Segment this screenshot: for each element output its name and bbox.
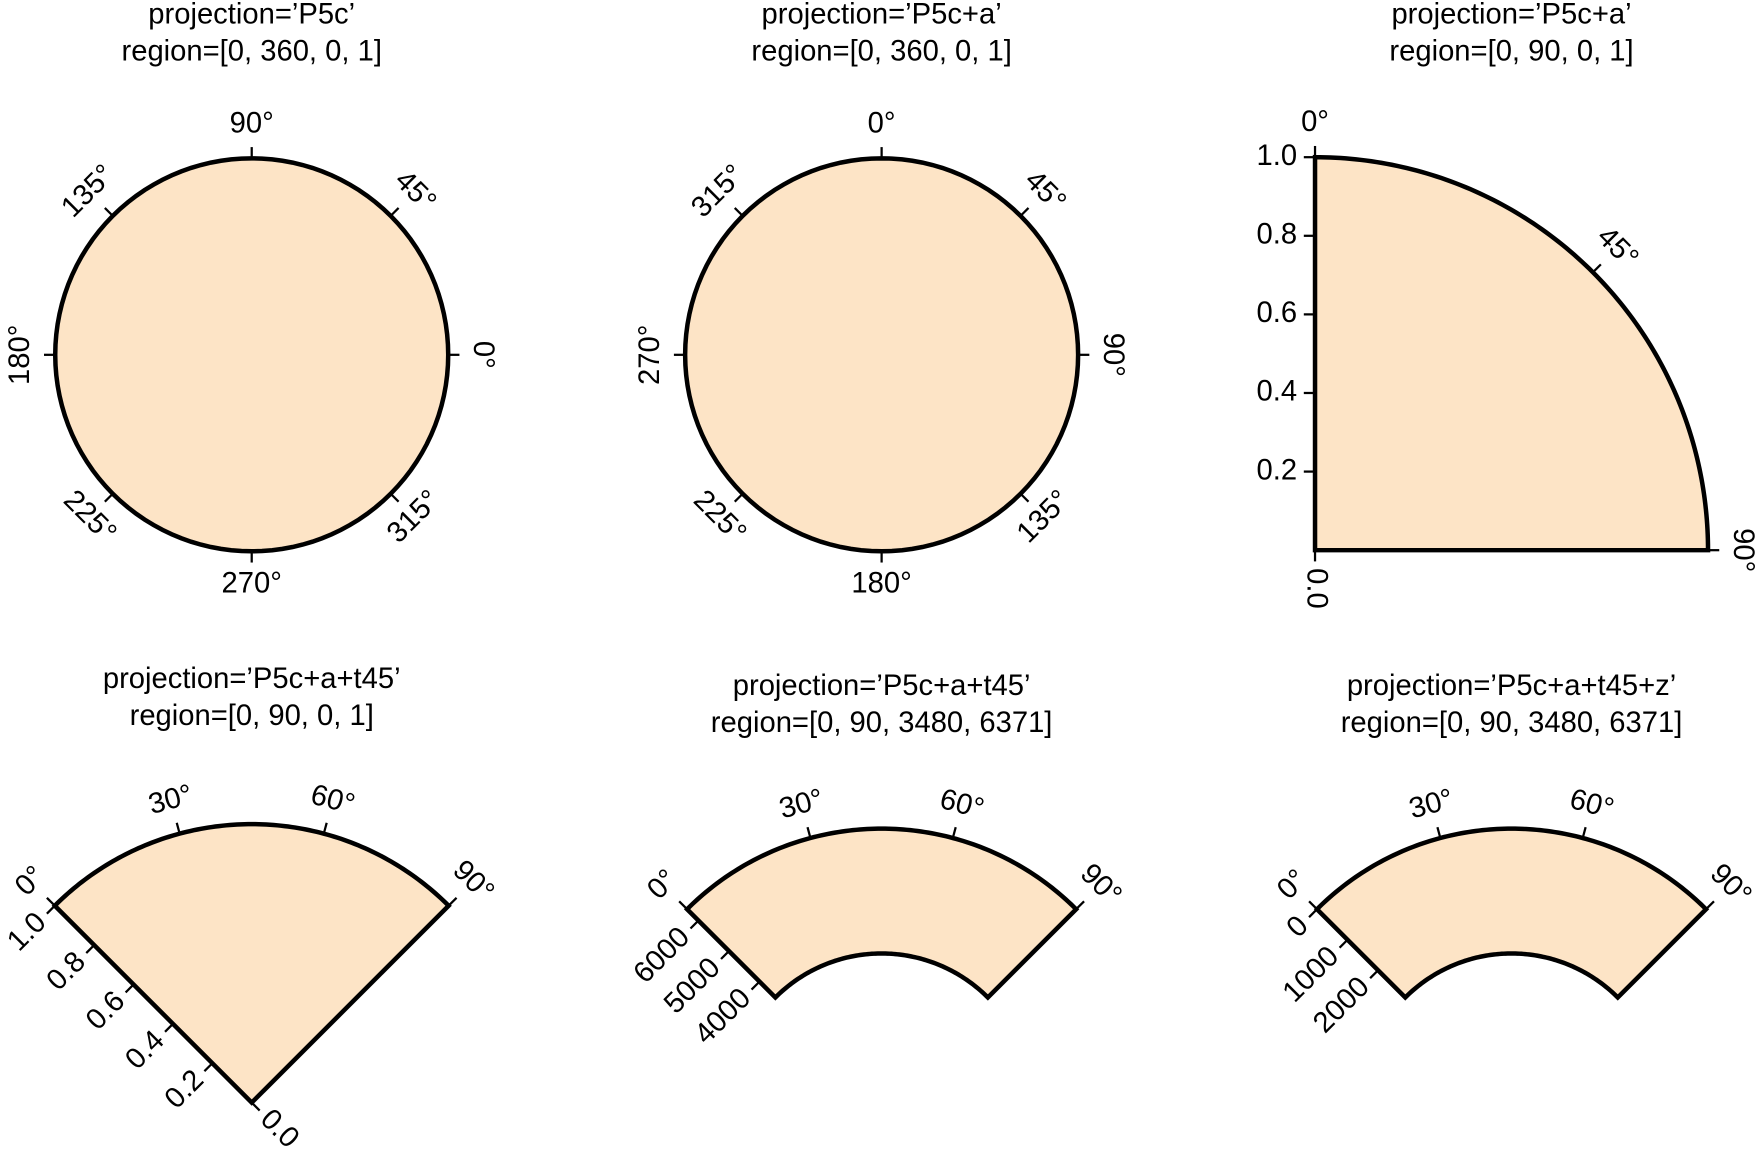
radial-tick-label: 0.6 [80, 985, 131, 1036]
radial-tick-label: 0.0 [1300, 568, 1332, 609]
radial-tick-label: 0.4 [1256, 376, 1297, 408]
theta-tick [951, 826, 957, 839]
chart-title: projection=’P5c’ [148, 0, 355, 30]
theta-tick-label: 0° [868, 107, 896, 139]
radial-tick-label: 0.4 [119, 1024, 170, 1075]
radial-tick [46, 904, 56, 915]
chart-title: projection=’P5c+a+t45+z’ [1347, 670, 1676, 702]
chart-title: projection=’P5c+a+t45’ [103, 663, 401, 695]
theta-tick-label: 270° [222, 568, 282, 600]
theta-tick-label: 90° [1097, 333, 1129, 377]
chart-title: projection=’P5c+a’ [1391, 0, 1631, 30]
theta-tick [104, 492, 114, 503]
theta-tick-label: 0° [1271, 863, 1313, 905]
theta-tick [1308, 900, 1318, 911]
radial-tick-label: 1.0 [1, 906, 52, 957]
theta-tick-label: 60° [936, 783, 987, 825]
theta-tick-label: 270° [634, 325, 666, 385]
radial-tick [124, 983, 135, 994]
radial-tick [689, 919, 700, 930]
theta-tick [389, 492, 400, 503]
chart-subtitle: region=[0, 90, 3480, 6371] [1341, 707, 1683, 739]
sector [682, 156, 1081, 554]
radial-tick [164, 1023, 174, 1033]
radial-tick [1338, 938, 1349, 949]
chart-title: projection=’P5c+a’ [762, 0, 1002, 30]
radial-tick [1308, 908, 1318, 918]
theta-tick [447, 896, 458, 907]
theta-tick-label: 0° [641, 863, 683, 905]
radial-tick-label: 0.2 [1256, 454, 1297, 486]
theta-tick-label: 30° [145, 779, 196, 821]
theta-tick-label: 0° [1301, 106, 1329, 138]
radial-tick-label: 0 [1281, 910, 1315, 944]
radial-tick-label: 0.8 [1256, 218, 1297, 250]
sector [52, 156, 451, 554]
theta-tick-label: 60° [1566, 783, 1617, 825]
theta-tick [733, 492, 744, 503]
radial-tick [1369, 969, 1379, 980]
theta-tick-label: 90° [1727, 528, 1759, 572]
chart-subtitle: region=[0, 90, 0, 1] [1389, 35, 1633, 67]
theta-tick [1581, 826, 1587, 839]
theta-tick-label: 180° [4, 325, 36, 385]
theta-tick [806, 826, 812, 839]
radial-tick-label: 0.2 [159, 1064, 210, 1115]
radial-tick [750, 980, 761, 991]
sector [683, 826, 1080, 1001]
chart-subtitle: region=[0, 360, 0, 1] [751, 35, 1011, 67]
theta-tick [322, 822, 328, 834]
theta-tick-label: 0° [467, 341, 499, 369]
radial-tick [203, 1062, 214, 1072]
theta-tick-label: 30° [1406, 783, 1457, 825]
theta-tick [175, 822, 181, 834]
theta-tick [1705, 900, 1715, 911]
theta-tick [1592, 263, 1602, 274]
chart-title: projection=’P5c+a+t45’ [733, 670, 1031, 702]
radial-tick [720, 950, 730, 960]
chart-subtitle: region=[0, 360, 0, 1] [121, 35, 381, 67]
theta-tick [1019, 207, 1030, 217]
theta-tick [389, 207, 400, 217]
theta-tick [1019, 492, 1030, 503]
theta-tick [104, 207, 114, 217]
theta-tick [46, 896, 56, 907]
theta-tick [678, 900, 688, 911]
theta-tick [1436, 826, 1442, 839]
radial-tick-label: 0.6 [1256, 297, 1297, 329]
theta-tick-label: 90° [230, 107, 274, 139]
radial-tick-label: 0.0 [254, 1103, 305, 1154]
radial-tick [85, 944, 95, 954]
sector [1313, 826, 1710, 1001]
radial-tick-label: 1.0 [1256, 140, 1297, 172]
chart-subtitle: region=[0, 90, 0, 1] [130, 700, 374, 732]
theta-tick-label: 60° [307, 779, 358, 821]
radial-tick [250, 1101, 261, 1112]
sector [51, 821, 452, 1106]
theta-tick-label: 30° [776, 783, 827, 825]
radial-tick-label: 0.8 [41, 946, 92, 997]
theta-tick [1075, 900, 1085, 911]
theta-tick-label: 180° [851, 568, 911, 600]
theta-tick-label: 0° [9, 860, 51, 902]
chart-subtitle: region=[0, 90, 3480, 6371] [711, 707, 1053, 739]
sector [1312, 154, 1711, 553]
theta-tick [733, 207, 744, 217]
